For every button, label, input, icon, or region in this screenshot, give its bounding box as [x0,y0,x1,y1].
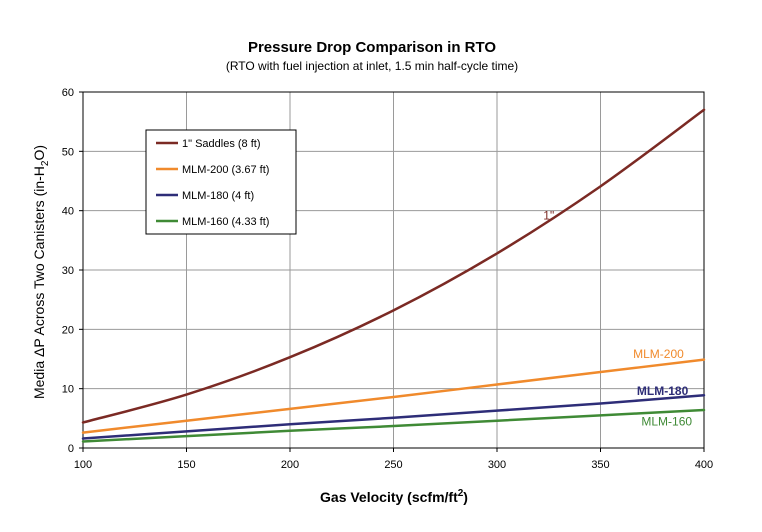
series-line-mlm-160-4-33-ft [81,408,706,443]
series-line-1-saddles-8-ft [81,108,706,424]
x-tick-label: 100 [74,459,92,471]
legend: 1" Saddles (8 ft) MLM-200 (3.67 ft) MLM-18… [145,129,297,235]
y-tick-label: 50 [62,146,74,158]
legend-label-1-saddles-8-ft: 1" Saddles (8 ft) [182,138,261,150]
y-tick-label: 0 [68,443,74,455]
x-axis-label-main: Gas Velocity (scfm/ft [320,489,458,505]
x-tick-label: 350 [591,459,609,471]
x-axis-label-tail: ) [463,489,468,505]
y-tick-label: 30 [62,265,74,277]
chart-subtitle: (RTO with fuel injection at inlet, 1.5 m… [226,59,518,73]
legend-box [145,129,297,235]
axis-ticks: 100 150 200 250 300 350 400 0 10 20 30 40 50 60 [62,87,713,471]
x-tick-label: 200 [281,459,299,471]
legend-label-mlm-180-4-ft: MLM-180 (4 ft) [182,190,254,202]
series-annotation-mlm-160-4-33-ft: MLM-160 [641,414,692,428]
y-axis-label-sub: 2 [40,160,51,166]
series-lines [81,108,706,443]
series-line-mlm-180-4-ft [81,393,706,440]
series-annotations: 1" MLM-200 MLM-180 MLM-160 [543,209,692,429]
x-axis-label-sup: 2 [458,488,464,499]
series-annotation-1-saddles-8-ft: 1" [543,209,554,223]
x-tick-label: 400 [695,459,713,471]
x-axis-label: Gas Velocity (scfm/ft2) [320,488,468,505]
y-tick-label: 20 [62,324,74,336]
x-tick-label: 150 [177,459,195,471]
y-axis-label: Media ΔP Across Two Canisters (in-H2O) [31,145,51,399]
y-tick-label: 60 [62,87,74,99]
y-tick-label: 40 [62,206,74,218]
x-tick-label: 300 [488,459,506,471]
series-line-mlm-200-3-67-ft [81,358,706,434]
y-axis-label-main: Media ΔP Across Two Canisters (in-H [31,166,47,399]
chart-title: Pressure Drop Comparison in RTO [248,39,496,56]
series-annotation-mlm-180-4-ft: MLM-180 [637,384,689,398]
y-axis-label-tail: O) [31,145,47,161]
legend-label-mlm-200-3-67-ft: MLM-200 (3.67 ft) [182,164,269,176]
legend-items: 1" Saddles (8 ft) MLM-200 (3.67 ft) MLM-18… [156,138,269,228]
y-tick-label: 10 [62,384,74,396]
series-annotation-mlm-200-3-67-ft: MLM-200 [633,347,684,361]
legend-label-mlm-160-4-33-ft: MLM-160 (4.33 ft) [182,216,269,228]
x-tick-label: 250 [384,459,402,471]
